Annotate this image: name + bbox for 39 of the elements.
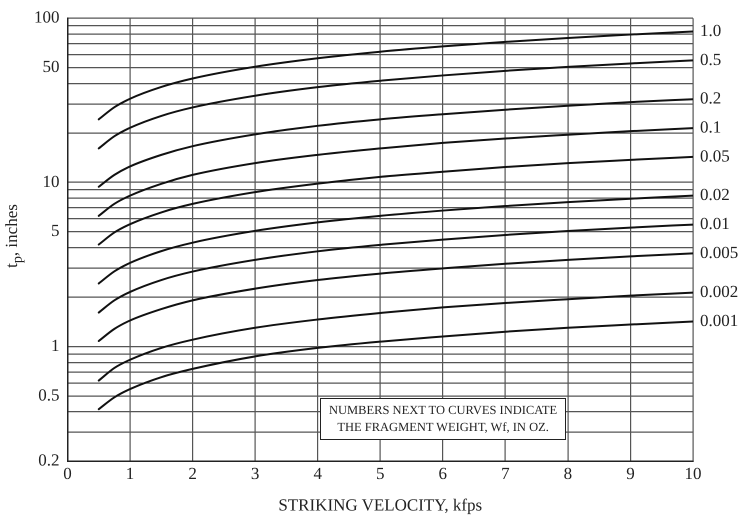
series-label: 0.005 — [700, 242, 738, 262]
x-tick-label: 3 — [250, 464, 260, 483]
line-series — [98, 156, 693, 246]
y-tick-label: 0.5 — [38, 385, 60, 404]
annotation: NUMBERS NEXT TO CURVES INDICATE THE FRAGMENT WEIGHT, Wf, IN OZ. — [320, 398, 566, 440]
x-tick-label: 4 — [313, 464, 322, 483]
line-series — [98, 127, 693, 217]
x-tick-label: 8 — [564, 464, 572, 483]
series-label: 0.2 — [700, 88, 722, 108]
series-label: 0.1 — [700, 118, 722, 137]
line-series — [98, 292, 693, 382]
line-series — [98, 252, 693, 342]
x-tick-label: 6 — [438, 464, 448, 483]
line-series — [98, 224, 693, 314]
series-label: 0.05 — [700, 146, 730, 166]
x-tick-label: 7 — [501, 464, 510, 483]
x-tick-label: 2 — [188, 464, 197, 483]
line-series — [98, 59, 693, 150]
series-label: 0.002 — [700, 282, 738, 302]
line-series — [98, 30, 693, 120]
x-tick-label: 9 — [626, 464, 635, 483]
x-tick-label: 5 — [376, 464, 384, 483]
y-tick-label: 0.2 — [38, 450, 60, 470]
x-axis-title: STRIKING VELOCITY, kfps — [278, 495, 482, 514]
x-tick-label: 10 — [684, 464, 702, 483]
y-tick-label: 50 — [42, 57, 60, 76]
y-tick-label: 1 — [51, 336, 60, 355]
y-tick-label: 10 — [42, 172, 60, 191]
line-series — [98, 194, 693, 284]
series-label: 0.001 — [700, 310, 738, 330]
series-label: 1.0 — [700, 20, 722, 40]
x-tick-label: 0 — [63, 464, 72, 483]
x-tick-label: 1 — [126, 464, 134, 483]
line-series — [98, 98, 693, 188]
series-label: 0.02 — [700, 185, 730, 204]
y-tick-label: 100 — [34, 8, 60, 27]
series-label: 0.01 — [700, 214, 730, 234]
y-tick-label: 5 — [51, 221, 60, 240]
series-label: 0.5 — [700, 50, 722, 69]
